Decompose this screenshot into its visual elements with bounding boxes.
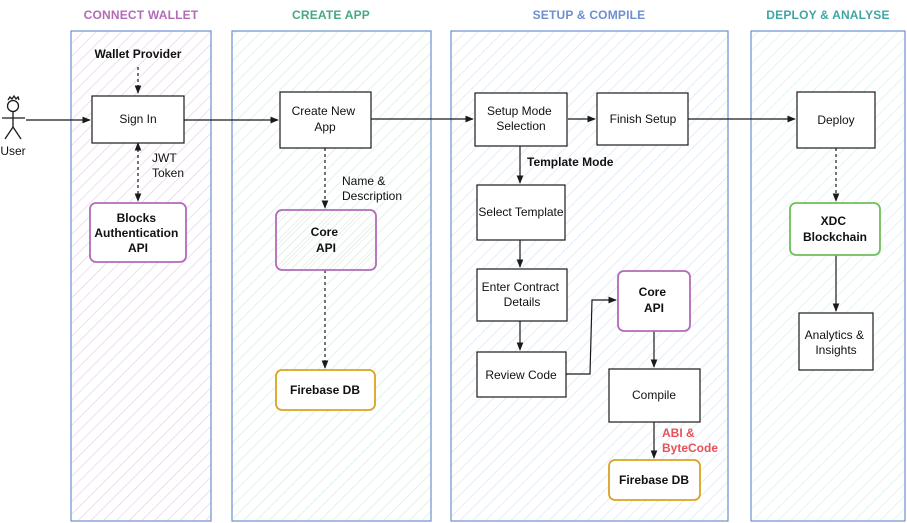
stick-figure-icon	[2, 94, 25, 140]
abi-bytecode-label: ABI & ByteCode	[662, 426, 718, 455]
jwt-token-label: JWT Token	[152, 151, 184, 180]
svg-text:Firebase DB: Firebase DB	[290, 383, 360, 397]
svg-text:Select Template: Select Template	[478, 205, 563, 219]
node-sign-in: Sign In	[91, 95, 185, 144]
lane-title-create-app: CREATE APP	[292, 8, 370, 22]
node-compile: Compile	[608, 368, 701, 423]
node-deploy: Deploy	[796, 91, 876, 149]
node-wallet-provider: Wallet Provider	[95, 47, 182, 61]
node-select-template: Select Template	[476, 184, 566, 241]
svg-text:Sign In: Sign In	[119, 112, 156, 126]
node-finish-setup: Finish Setup	[596, 92, 689, 146]
svg-text:Compile: Compile	[632, 388, 676, 402]
lane-connect-wallet: CONNECT WALLET	[70, 8, 212, 522]
node-analytics-insights: Analytics & Insights	[798, 312, 874, 371]
name-description-label: Name & Description	[342, 174, 402, 203]
node-xdc-blockchain: XDC Blockchain	[789, 202, 881, 256]
node-blocks-auth-api: Blocks Authentication API	[89, 202, 187, 263]
wallet-provider-label: Wallet Provider	[95, 47, 182, 61]
lane-title-connect-wallet: CONNECT WALLET	[84, 8, 199, 22]
edge-review-coreapi	[566, 296, 617, 375]
edge-labels: JWT Token Name & Description Template Mo…	[152, 151, 718, 455]
svg-text:Setup Mode Selection: Setup Mode Selection	[487, 104, 555, 133]
lane-title-deploy-analyse: DEPLOY & ANALYSE	[766, 8, 889, 22]
svg-text:Deploy: Deploy	[817, 113, 854, 127]
node-firebase-db-setup: Firebase DB	[608, 459, 701, 501]
svg-text:Finish Setup: Finish Setup	[610, 112, 677, 126]
user-label: User	[0, 144, 25, 158]
edges	[26, 67, 840, 459]
template-mode-label: Template Mode	[527, 155, 614, 169]
svg-text:Core API: Core API	[639, 285, 670, 315]
svg-text:XDC Blockchain: XDC Blockchain	[803, 214, 867, 244]
svg-text:Firebase DB: Firebase DB	[619, 473, 689, 487]
lane-deploy-analyse: DEPLOY & ANALYSE	[750, 8, 906, 522]
node-firebase-db-create: Firebase DB	[275, 369, 376, 411]
node-core-api-setup: Core API	[617, 270, 691, 332]
svg-text:Core API: Core API	[311, 225, 342, 255]
svg-text:Review Code: Review Code	[485, 368, 557, 382]
svg-text:Analytics & Insights: Analytics & Insights	[805, 328, 868, 357]
svg-text:Enter Contract Details: Enter Contract Details	[482, 280, 563, 309]
node-enter-contract-details: Enter Contract Details	[476, 268, 568, 322]
node-setup-mode-selection: Setup Mode Selection	[474, 92, 568, 147]
svg-text:Create New App: Create New App	[292, 104, 359, 134]
node-create-new-app: Create New App	[279, 91, 372, 149]
node-review-code: Review Code	[476, 351, 567, 398]
svg-text:Blocks Authentication: Blocks Authentication API	[94, 211, 181, 255]
lane-title-setup-compile: SETUP & COMPILE	[533, 8, 646, 22]
node-core-api-create: Core API	[275, 209, 377, 271]
user-actor: User	[0, 94, 26, 158]
